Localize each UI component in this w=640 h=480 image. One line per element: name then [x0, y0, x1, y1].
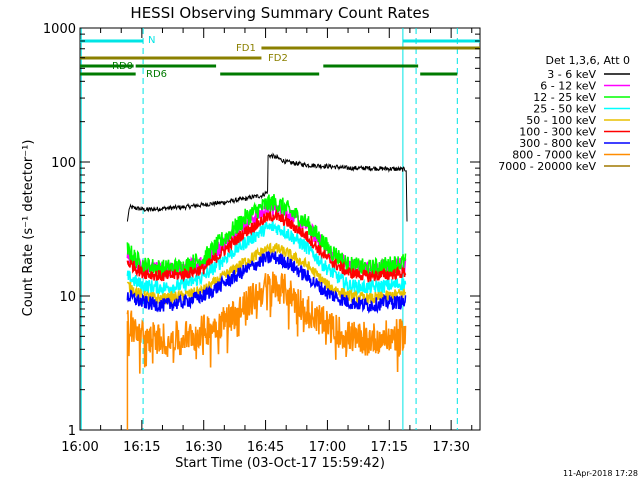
footer-timestamp: 11-Apr-2018 17:28	[563, 469, 638, 478]
plot-frame	[79, 27, 481, 431]
legend-label: 300 - 800 keV	[519, 137, 596, 150]
series-line	[126, 194, 407, 278]
legend-label: 25 - 50 keV	[533, 103, 596, 116]
x-tick-label: 17:30	[432, 440, 469, 455]
observing-bar-label: FD1	[236, 43, 256, 54]
x-tick-label: 17:00	[309, 440, 346, 455]
y-axis-label: Count Rate (s⁻¹ detector⁻¹)	[21, 140, 36, 317]
x-axis-label: Start Time (03-Oct-17 15:59:42)	[175, 456, 385, 471]
series-line	[126, 271, 407, 374]
x-tick-label: 16:45	[247, 440, 284, 455]
observing-bar-label: RD6	[146, 69, 167, 80]
legend-label: 6 - 12 keV	[540, 80, 596, 93]
legend-label: 50 - 100 keV	[526, 114, 596, 127]
legend-label: 100 - 300 keV	[519, 126, 596, 139]
legend-label: 800 - 7000 keV	[512, 149, 596, 162]
x-tick-label: 16:30	[185, 440, 222, 455]
series-line	[126, 152, 408, 222]
series-line	[126, 208, 407, 283]
x-tick-label: 16:15	[123, 440, 160, 455]
legend-label: 3 - 6 keV	[547, 68, 596, 81]
x-tick-label: 17:15	[371, 440, 408, 455]
series-line	[126, 218, 407, 297]
observing-bar-label: RD0	[112, 61, 133, 72]
y-tick-label: 100	[51, 156, 76, 171]
observing-bar-label: N	[148, 35, 155, 46]
legend-label: 7000 - 20000 keV	[498, 160, 596, 173]
series-line	[126, 250, 407, 314]
observing-bar-label: FD2	[268, 53, 288, 64]
legend-label: 12 - 25 keV	[533, 91, 596, 104]
y-tick-label: 1	[68, 424, 76, 439]
legend-header: Det 1,3,6, Att 0	[546, 54, 630, 67]
y-tick-label: 1000	[43, 22, 76, 37]
chart-title: HESSI Observing Summary Count Rates	[130, 4, 429, 22]
y-tick-label: 10	[59, 290, 76, 305]
x-tick-label: 16:00	[61, 440, 98, 455]
